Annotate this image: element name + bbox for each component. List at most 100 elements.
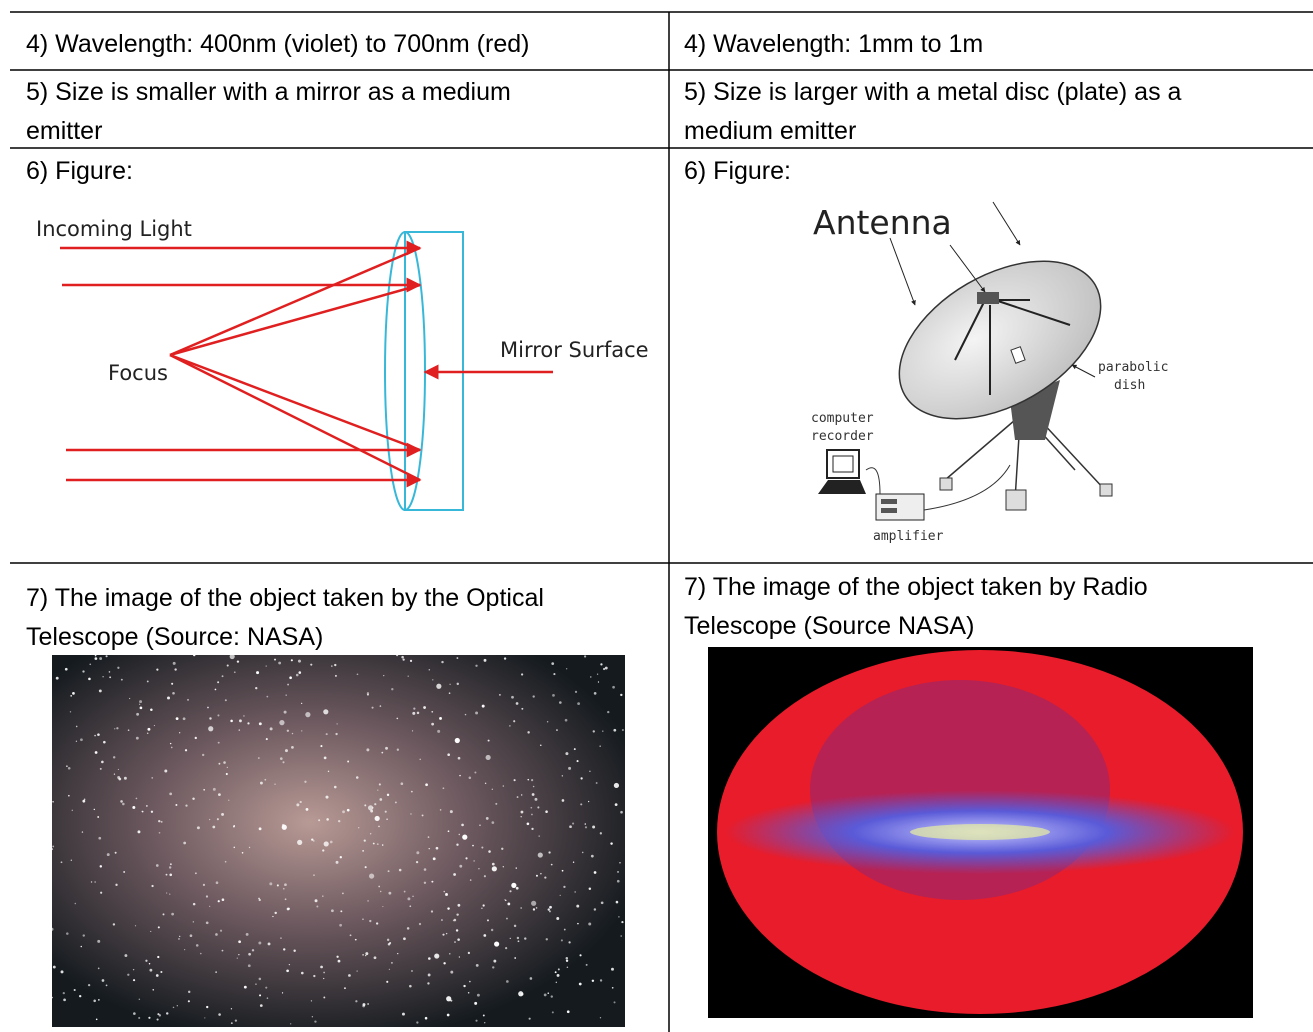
- cell-text: 6) Figure:: [684, 157, 791, 185]
- star: [585, 963, 588, 966]
- star: [105, 655, 108, 658]
- star: [187, 1000, 190, 1003]
- star: [97, 939, 101, 943]
- star: [549, 905, 552, 909]
- star: [274, 911, 277, 915]
- star: [613, 728, 617, 732]
- star: [457, 938, 460, 941]
- star: [421, 814, 424, 817]
- star: [138, 703, 141, 705]
- star: [105, 984, 108, 987]
- star: [493, 959, 497, 963]
- star: [60, 861, 63, 864]
- star: [175, 803, 178, 806]
- table-grid: [10, 11, 1313, 1032]
- star: [217, 900, 220, 903]
- star: [554, 971, 557, 974]
- star: [52, 845, 55, 848]
- star: [331, 665, 333, 667]
- star: [457, 756, 461, 760]
- star: [51, 996, 53, 999]
- star: [445, 932, 448, 935]
- star: [247, 964, 251, 968]
- star: [479, 824, 481, 827]
- star: [70, 859, 72, 861]
- star: [556, 973, 560, 977]
- star: [215, 881, 219, 884]
- star: [490, 928, 494, 932]
- star: [515, 867, 517, 869]
- star: [439, 809, 442, 811]
- star: [301, 730, 303, 732]
- star: [192, 921, 194, 923]
- star: [513, 720, 516, 723]
- star: [536, 874, 538, 877]
- star: [116, 727, 119, 730]
- star: [212, 825, 216, 829]
- star: [531, 900, 537, 906]
- star: [590, 854, 594, 858]
- star: [386, 818, 388, 820]
- star: [97, 967, 100, 970]
- star: [621, 921, 624, 924]
- star: [396, 654, 399, 657]
- star: [565, 668, 568, 670]
- star: [281, 992, 284, 994]
- star: [100, 891, 103, 894]
- star: [165, 873, 168, 876]
- label: parabolic dish: [1098, 360, 1168, 393]
- star: [618, 916, 620, 918]
- star: [269, 727, 273, 731]
- star: [475, 664, 478, 667]
- star: [474, 771, 477, 774]
- star: [185, 804, 188, 807]
- star: [62, 991, 65, 995]
- star: [205, 921, 209, 925]
- star: [193, 653, 196, 657]
- star: [71, 809, 74, 812]
- star: [221, 812, 224, 816]
- star: [236, 957, 238, 959]
- star: [559, 894, 561, 897]
- star: [194, 736, 197, 740]
- star: [204, 1017, 206, 1019]
- star: [502, 785, 505, 787]
- star: [175, 717, 179, 721]
- label: computer recorder: [811, 411, 874, 444]
- star: [388, 891, 392, 895]
- star: [604, 666, 608, 670]
- star: [106, 853, 110, 857]
- star: [431, 722, 435, 726]
- star: [287, 683, 290, 686]
- star: [365, 955, 367, 957]
- star: [132, 979, 136, 982]
- star: [233, 825, 235, 828]
- star: [299, 800, 302, 804]
- star: [602, 730, 604, 732]
- star: [520, 673, 524, 676]
- star: [127, 973, 130, 976]
- star: [241, 851, 244, 854]
- star: [68, 794, 70, 797]
- star: [559, 701, 562, 704]
- star: [389, 942, 392, 945]
- star: [443, 890, 446, 893]
- star: [520, 810, 524, 814]
- star: [428, 668, 431, 671]
- star: [215, 933, 218, 936]
- star: [170, 746, 173, 749]
- star: [504, 899, 506, 901]
- star: [534, 797, 538, 801]
- star: [132, 968, 135, 971]
- star: [384, 810, 387, 813]
- star: [323, 756, 327, 760]
- star: [230, 1008, 233, 1010]
- star: [310, 663, 313, 666]
- star: [574, 891, 576, 893]
- star: [573, 748, 576, 751]
- star: [258, 722, 262, 726]
- star: [141, 810, 143, 813]
- star: [274, 658, 277, 661]
- star: [616, 879, 620, 883]
